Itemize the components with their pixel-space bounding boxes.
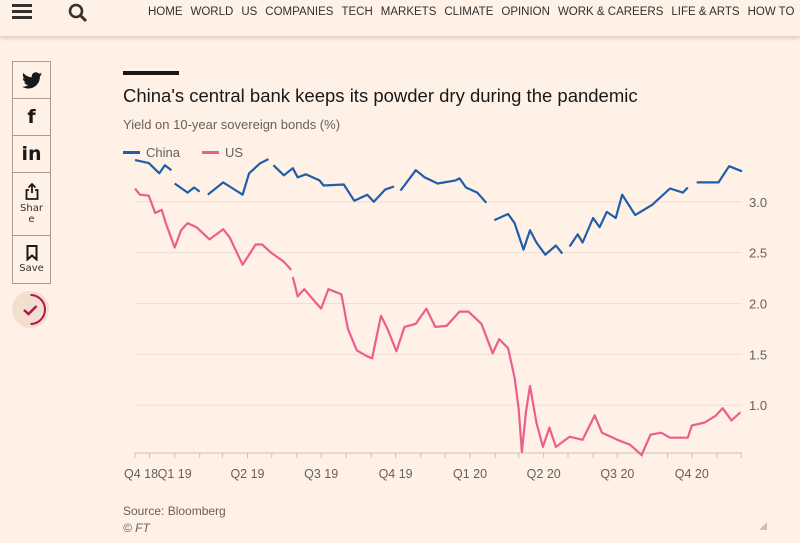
search-icon[interactable] — [68, 3, 88, 23]
series-line-china — [207, 158, 269, 196]
chart-legend: China US — [123, 145, 243, 160]
facebook-icon: f — [27, 105, 36, 128]
nav-us[interactable]: US — [241, 6, 258, 18]
series-line-china — [399, 169, 488, 204]
save-label: Save — [19, 263, 44, 274]
series-line-china — [696, 165, 743, 184]
x-tick-label: Q1 19 — [158, 467, 192, 481]
legend-label-china: China — [146, 145, 180, 160]
nav-world[interactable]: WORLD — [190, 6, 234, 18]
linkedin-share-button[interactable]: in — [13, 136, 50, 173]
share-icon — [25, 183, 38, 200]
nav-life-arts[interactable]: LIFE & ARTS — [671, 6, 740, 18]
series-line-china — [493, 212, 564, 256]
legend-swatch-us — [201, 151, 219, 154]
y-tick-label: 2.0 — [749, 296, 767, 311]
save-button[interactable]: Save — [13, 236, 50, 283]
series-line-china — [174, 182, 201, 194]
x-tick-label: Q3 20 — [600, 467, 634, 481]
legend-item-china: China — [123, 145, 180, 160]
bookmark-icon — [26, 245, 37, 261]
x-tick-label: Q3 19 — [304, 467, 338, 481]
chart-subtitle: Yield on 10-year sovereign bonds (%) — [123, 117, 341, 132]
series-line-us — [291, 276, 742, 457]
x-tick-label: Q2 20 — [527, 467, 561, 481]
series-line-china — [134, 159, 173, 175]
chart-source: Source: Bloomberg — [123, 504, 226, 518]
legend-label-us: US — [224, 145, 244, 160]
hamburger-icon[interactable] — [12, 4, 32, 20]
chart-copyright: © FT — [123, 521, 150, 535]
nav-opinion[interactable]: OPINION — [501, 6, 550, 18]
resize-handle[interactable] — [759, 522, 767, 530]
legend-swatch-china — [123, 151, 140, 154]
nav-home[interactable]: HOME — [148, 6, 183, 18]
y-tick-label: 1.0 — [749, 398, 767, 413]
y-tick-label: 3.0 — [749, 195, 767, 210]
x-tick-label: Q2 19 — [230, 467, 264, 481]
share-label-wrap: e — [28, 214, 35, 225]
main-nav: HOME WORLD US COMPANIES TECH MARKETS CLI… — [148, 6, 794, 18]
x-tick-label: Q1 20 — [453, 467, 487, 481]
myft-follow-button[interactable] — [12, 291, 49, 328]
chart-title: China's central bank keeps its powder dr… — [123, 85, 638, 106]
linkedin-icon: in — [21, 142, 42, 165]
nav-climate[interactable]: CLIMATE — [444, 6, 494, 18]
twitter-share-button[interactable] — [13, 62, 50, 99]
nav-work-careers[interactable]: WORK & CAREERS — [557, 6, 664, 18]
series-line-china — [272, 164, 395, 203]
x-tick-label: Q4 18 — [124, 467, 158, 481]
y-tick-label: 1.5 — [749, 347, 767, 362]
top-navigation-bar: HOME WORLD US COMPANIES TECH MARKETS CLI… — [0, 0, 800, 37]
nav-markets[interactable]: MARKETS — [380, 6, 437, 18]
share-label: Shar — [20, 203, 43, 214]
facebook-share-button[interactable]: f — [13, 99, 50, 136]
x-tick-label: Q4 20 — [675, 467, 709, 481]
twitter-icon — [21, 71, 42, 88]
share-toolbar: f in Shar e Save — [12, 61, 51, 284]
share-button[interactable]: Shar e — [13, 173, 50, 236]
series-line-china — [568, 186, 689, 248]
chart-top-rule — [123, 71, 179, 75]
check-icon — [23, 294, 46, 325]
y-tick-label: 2.5 — [749, 246, 767, 261]
nav-tech[interactable]: TECH — [341, 6, 373, 18]
legend-item-us: US — [201, 145, 244, 160]
nav-companies[interactable]: COMPANIES — [265, 6, 334, 18]
series-line-us — [134, 187, 293, 271]
x-tick-label: Q4 19 — [379, 467, 413, 481]
nav-how-to[interactable]: HOW TO — [747, 6, 795, 18]
